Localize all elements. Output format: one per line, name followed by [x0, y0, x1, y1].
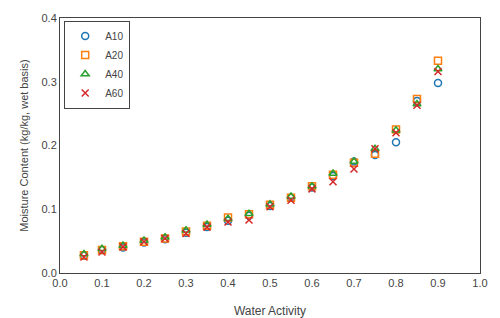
svg-text:0.3: 0.3	[178, 277, 193, 289]
svg-text:0.0: 0.0	[42, 267, 57, 279]
svg-text:0.7: 0.7	[346, 277, 361, 289]
svg-text:0.5: 0.5	[262, 277, 277, 289]
svg-text:A40: A40	[105, 69, 123, 80]
svg-text:0.2: 0.2	[42, 139, 57, 151]
svg-text:0.4: 0.4	[220, 277, 235, 289]
svg-text:0.1: 0.1	[42, 203, 57, 215]
svg-text:0.0: 0.0	[52, 277, 67, 289]
svg-text:0.8: 0.8	[388, 277, 403, 289]
svg-text:Water Activity: Water Activity	[234, 304, 306, 318]
svg-text:1.0: 1.0	[472, 277, 487, 289]
svg-text:A20: A20	[105, 50, 123, 61]
svg-text:A60: A60	[105, 88, 123, 99]
svg-text:0.6: 0.6	[304, 277, 319, 289]
svg-text:0.4: 0.4	[42, 12, 57, 24]
svg-text:0.3: 0.3	[42, 76, 57, 88]
svg-text:Moisture Content (kg/kg, wet b: Moisture Content (kg/kg, wet basis)	[18, 59, 30, 231]
svg-text:A10: A10	[105, 31, 123, 42]
svg-text:0.1: 0.1	[94, 277, 109, 289]
svg-text:0.9: 0.9	[430, 277, 445, 289]
svg-text:0.2: 0.2	[136, 277, 151, 289]
